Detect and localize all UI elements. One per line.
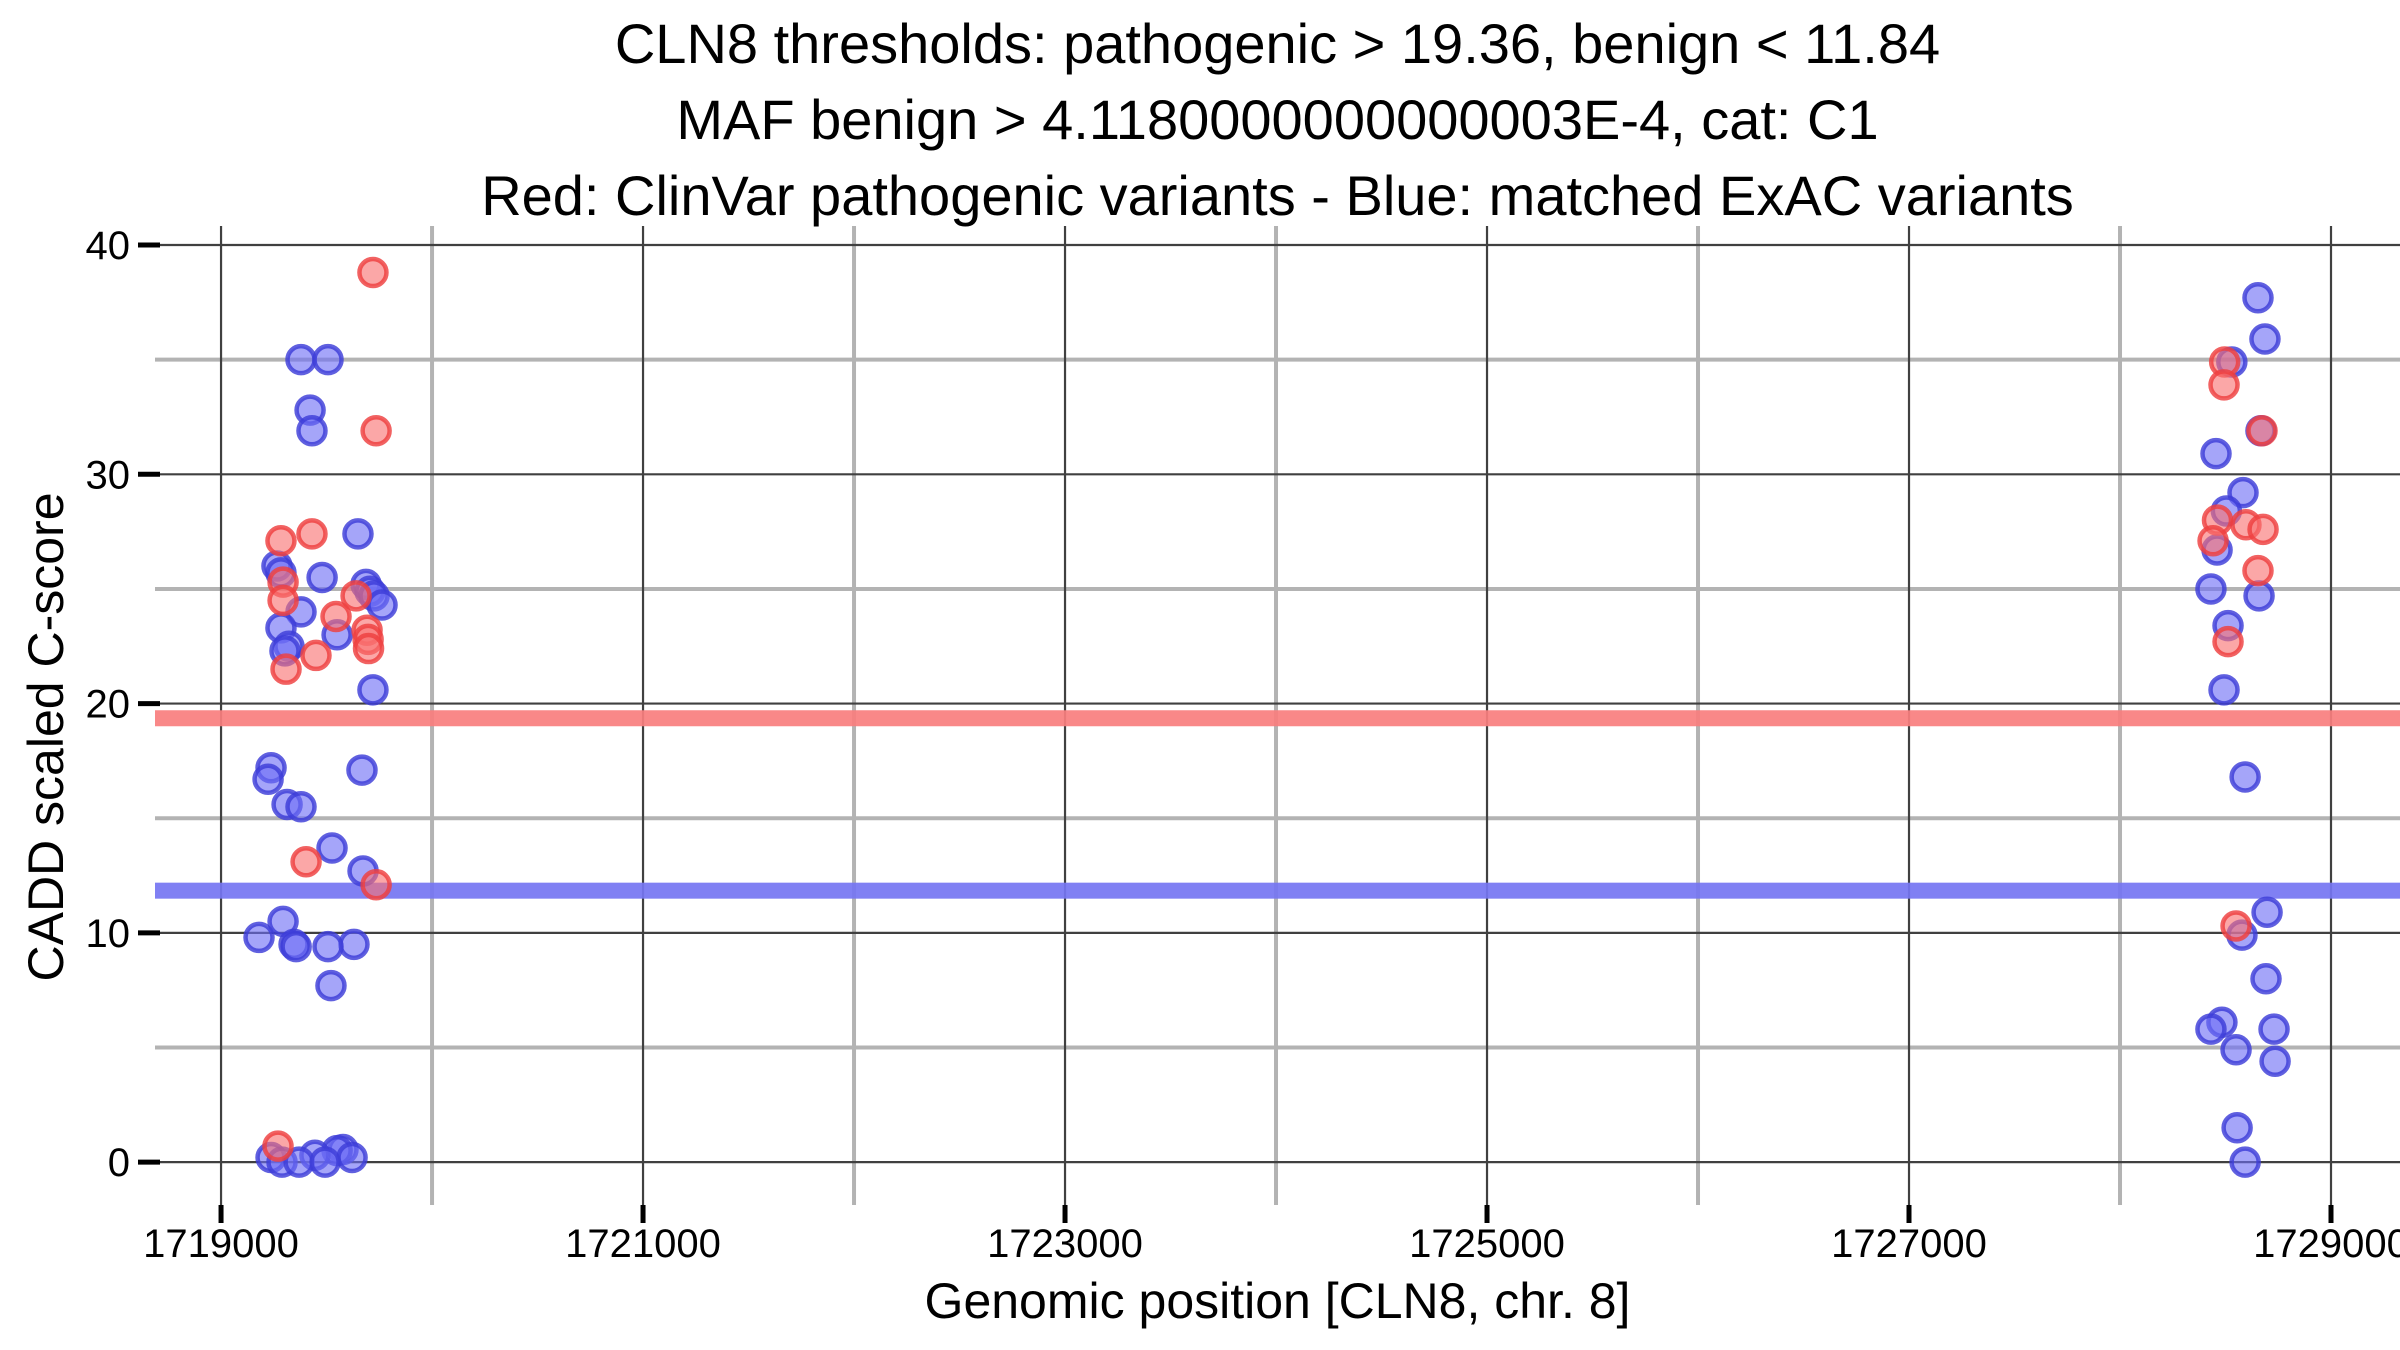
data-point-exac-blue — [285, 343, 317, 376]
data-point-exac-blue — [2221, 1111, 2253, 1144]
data-point-exac-blue — [346, 754, 378, 786]
data-point-clinvar-red — [290, 846, 322, 878]
data-point-clinvar-red — [320, 600, 352, 633]
x-tick-label: 1719000 — [143, 1222, 299, 1266]
data-point-clinvar-red — [300, 639, 332, 672]
data-point-clinvar-red — [2208, 369, 2240, 401]
data-point-exac-blue — [336, 1141, 368, 1174]
data-point-clinvar-red — [296, 518, 328, 550]
data-point-exac-blue — [338, 928, 370, 961]
data-point-clinvar-red — [2242, 554, 2274, 587]
data-point-exac-blue — [252, 763, 284, 795]
data-point-exac-blue — [2251, 896, 2283, 928]
y-tick-label: 0 — [108, 1141, 130, 1185]
x-tick-label: 1723000 — [987, 1222, 1143, 1266]
data-point-exac-blue — [312, 343, 344, 376]
data-point-exac-blue — [2195, 1013, 2227, 1045]
data-point-exac-blue — [285, 791, 317, 823]
data-point-exac-blue — [312, 930, 344, 963]
data-point-clinvar-red — [262, 1130, 294, 1162]
data-point-clinvar-red — [2212, 625, 2244, 658]
data-point-clinvar-red — [2197, 525, 2229, 557]
x-axis-title: Genomic position [CLN8, chr. 8] — [924, 1273, 1631, 1329]
x-tick-label: 1729000 — [2253, 1222, 2400, 1266]
data-point-clinvar-red — [360, 414, 392, 447]
data-point-exac-blue — [2243, 580, 2275, 612]
y-tick-label: 20 — [86, 683, 131, 727]
data-point-exac-blue — [2229, 1146, 2261, 1178]
data-point-exac-blue — [316, 832, 348, 864]
x-tick-label: 1721000 — [565, 1222, 721, 1266]
data-point-exac-blue — [2242, 282, 2274, 314]
chart-title-line-2: MAF benign > 4.1180000000000003E-4, cat:… — [676, 88, 1879, 151]
chart-title-line-1: CLN8 thresholds: pathogenic > 19.36, ben… — [614, 12, 1941, 75]
data-point-clinvar-red — [270, 653, 302, 685]
data-point-exac-blue — [357, 674, 389, 706]
data-point-exac-blue — [280, 930, 312, 963]
data-point-exac-blue — [296, 414, 328, 447]
data-point-clinvar-red — [352, 632, 385, 665]
data-point-clinvar-red — [2220, 910, 2252, 942]
benign-threshold-line — [155, 882, 2400, 899]
data-point-clinvar-red — [2246, 414, 2278, 447]
y-axis-title: CADD scaled C-score — [18, 492, 74, 982]
y-tick-label: 40 — [86, 224, 131, 268]
chart-title: CLN8 thresholds: pathogenic > 19.36, ben… — [155, 6, 2400, 234]
data-point-exac-blue — [2259, 1045, 2291, 1077]
data-point-clinvar-red — [265, 525, 297, 557]
data-point-exac-blue — [2220, 1034, 2252, 1066]
data-point-exac-blue — [2249, 323, 2281, 355]
data-point-clinvar-red — [267, 584, 299, 617]
x-tick-label: 1727000 — [1831, 1222, 1987, 1266]
data-point-exac-blue — [2208, 674, 2240, 706]
data-point-exac-blue — [306, 561, 338, 594]
data-point-exac-blue — [243, 921, 275, 954]
data-point-exac-blue — [366, 589, 398, 621]
data-point-exac-blue — [2229, 761, 2261, 793]
data-point-exac-blue — [315, 969, 347, 1002]
data-point-exac-blue — [2195, 573, 2227, 605]
data-point-clinvar-red — [340, 580, 372, 612]
data-point-clinvar-red — [360, 868, 392, 901]
pathogenic-threshold-line — [155, 710, 2400, 727]
data-point-exac-blue — [2258, 1013, 2290, 1045]
y-tick-label: 30 — [86, 453, 131, 497]
x-tick-label: 1725000 — [1409, 1222, 1565, 1266]
data-point-exac-blue — [309, 1146, 341, 1178]
data-point-exac-blue — [2250, 962, 2282, 995]
data-point-exac-blue — [342, 518, 374, 550]
data-point-clinvar-red — [2247, 513, 2279, 546]
chart-title-line-3: Red: ClinVar pathogenic variants - Blue:… — [481, 164, 2074, 227]
y-tick-label: 10 — [86, 912, 131, 956]
data-point-clinvar-red — [357, 256, 389, 289]
data-point-exac-blue — [2200, 437, 2232, 470]
